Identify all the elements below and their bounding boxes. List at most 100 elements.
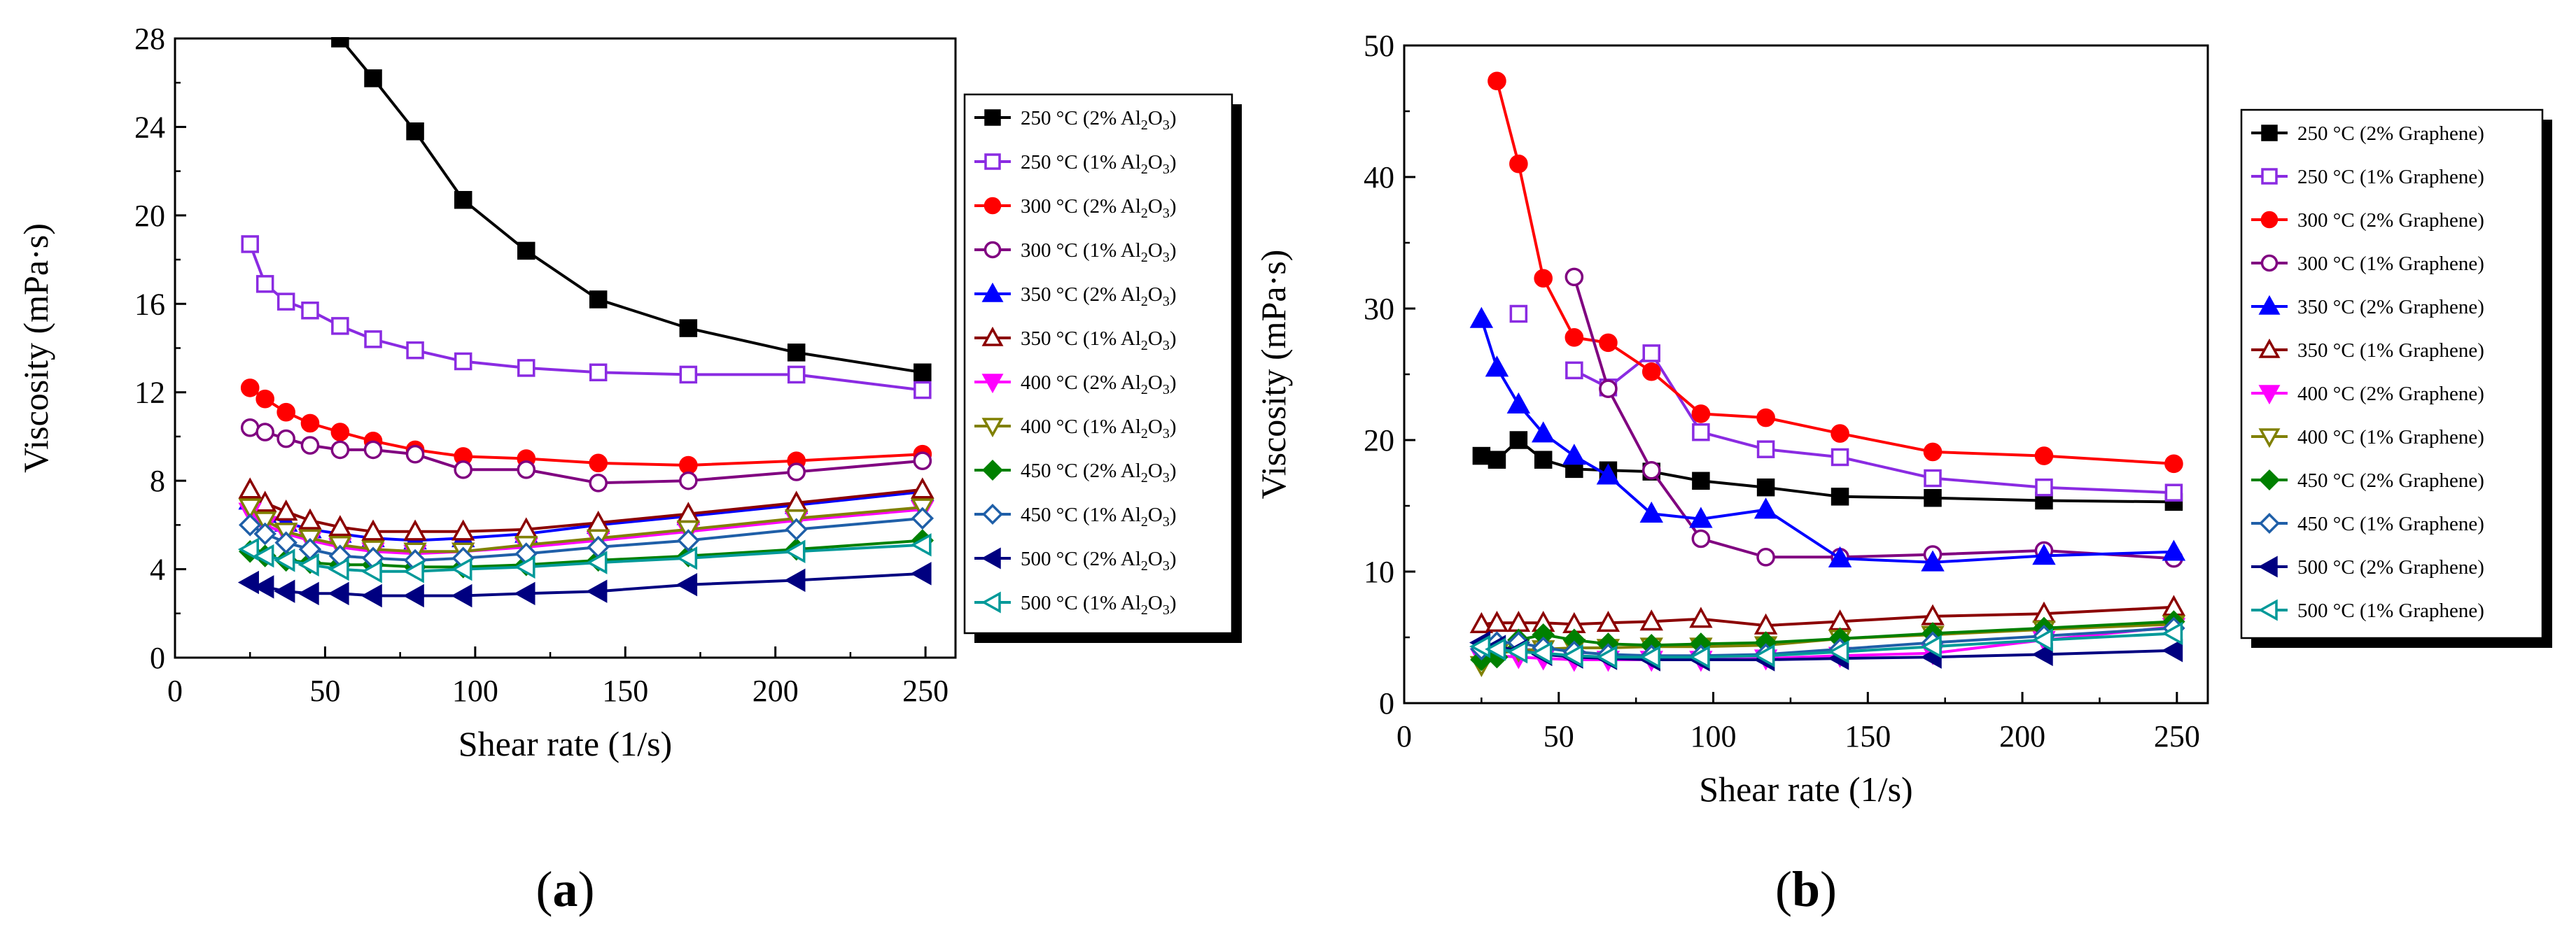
data-point <box>454 190 472 209</box>
legend-item: 500 °C (1% Graphene) <box>2251 599 2484 622</box>
data-point <box>2162 621 2183 646</box>
plot-area <box>1469 71 2186 677</box>
data-point <box>514 555 536 579</box>
data-point <box>361 519 385 541</box>
legend-label: 250 °C (1% Al2O3) <box>1021 151 1177 177</box>
legend-label: 450 °C (1% Graphene) <box>2297 513 2484 535</box>
legend-marker <box>981 591 1001 614</box>
y-tick-label: 30 <box>1364 292 1394 326</box>
legend-item: 450 °C (2% Al2O3) <box>974 460 1177 486</box>
legend-label: 400 °C (1% Al2O3) <box>1021 416 1177 441</box>
data-point <box>1921 550 1945 572</box>
legend-marker <box>2258 338 2281 358</box>
data-point <box>1596 610 1620 632</box>
data-point <box>1828 546 1852 567</box>
data-point <box>514 581 536 606</box>
legend-item: 500 °C (1% Al2O3) <box>974 591 1177 618</box>
data-point <box>1920 635 1942 658</box>
data-point <box>328 515 352 537</box>
data-point <box>1828 639 1849 664</box>
data-point <box>1469 306 1494 328</box>
series-line <box>1495 80 2174 465</box>
data-point <box>255 389 274 409</box>
data-point <box>253 575 274 599</box>
legend-item: 250 °C (1% Graphene) <box>2251 166 2484 188</box>
y-tick-label: 20 <box>1364 423 1394 458</box>
series-5 <box>238 477 934 541</box>
data-point <box>274 579 295 603</box>
data-point <box>1509 154 1528 174</box>
series-3 <box>240 418 932 493</box>
data-point <box>1469 611 1494 633</box>
x-tick-label: 250 <box>902 674 948 708</box>
data-point <box>402 560 424 583</box>
data-point <box>1506 639 1528 664</box>
x-tick-label: 0 <box>1396 719 1412 753</box>
data-point <box>402 583 424 608</box>
legend-marker <box>2258 295 2281 315</box>
data-point <box>1509 304 1528 323</box>
legend-marker <box>2260 211 2278 229</box>
legend-label: 400 °C (1% Graphene) <box>2297 426 2484 448</box>
series-2 <box>1488 71 2183 474</box>
legend-marker <box>981 282 1004 302</box>
data-point <box>1485 637 1506 661</box>
data-point <box>1924 469 1942 488</box>
y-axis-title: Viscosity (mPa·s) <box>16 223 55 473</box>
legend-item: 400 °C (2% Al2O3) <box>974 372 1177 397</box>
data-point <box>1754 644 1775 668</box>
x-axis-title: Shear rate (1/s) <box>458 724 672 763</box>
legend-label: 350 °C (2% Al2O3) <box>1021 283 1177 309</box>
legend-label: 350 °C (1% Al2O3) <box>1021 327 1177 353</box>
data-point <box>787 365 806 384</box>
data-point <box>1689 607 1713 628</box>
data-point <box>1692 472 1710 490</box>
data-point <box>240 418 260 437</box>
data-point <box>589 363 608 382</box>
legend-marker <box>984 153 1001 170</box>
data-point <box>913 381 932 399</box>
data-point <box>1596 463 1620 485</box>
data-point <box>1599 379 1618 398</box>
data-point <box>589 474 608 493</box>
legend-marker <box>2258 385 2281 405</box>
data-point <box>676 546 698 570</box>
legend-label: 400 °C (2% Al2O3) <box>1021 372 1177 397</box>
series-line <box>339 37 923 374</box>
series-4 <box>1469 306 2186 572</box>
data-point <box>1689 507 1713 528</box>
data-point <box>1488 71 1506 91</box>
data-point <box>1562 644 1583 668</box>
data-point <box>2035 478 2053 497</box>
y-tick-label: 4 <box>150 553 165 587</box>
data-point <box>677 529 700 552</box>
legend-label: 450 °C (2% Graphene) <box>2297 469 2484 492</box>
data-point <box>1691 404 1711 423</box>
legend-marker <box>2261 168 2278 185</box>
data-point <box>1531 641 1553 665</box>
x-tick-label: 100 <box>452 674 498 708</box>
y-tick-label: 8 <box>150 464 165 498</box>
legend-item: 350 °C (2% Al2O3) <box>974 282 1177 309</box>
data-point <box>1830 448 1849 467</box>
data-point <box>330 440 350 460</box>
data-point <box>1830 424 1849 443</box>
data-point <box>1485 355 1509 377</box>
data-point <box>1599 333 1618 353</box>
data-point <box>784 539 806 564</box>
data-point <box>238 477 262 499</box>
data-point <box>2031 642 2053 667</box>
data-point <box>911 507 934 530</box>
legend-item: 300 °C (2% Al2O3) <box>974 195 1177 221</box>
legend-label: 500 °C (1% Al2O3) <box>1021 592 1177 618</box>
legend-label: 500 °C (1% Graphene) <box>2297 600 2484 622</box>
data-point <box>1596 645 1618 669</box>
data-point <box>298 581 319 606</box>
legend-label: 400 °C (2% Graphene) <box>2297 383 2484 405</box>
legend-label: 350 °C (2% Graphene) <box>2297 296 2484 318</box>
data-point <box>1509 431 1528 449</box>
data-point <box>253 490 277 512</box>
y-tick-label: 40 <box>1364 160 1394 194</box>
data-point <box>364 330 382 348</box>
plot-area <box>237 37 934 608</box>
